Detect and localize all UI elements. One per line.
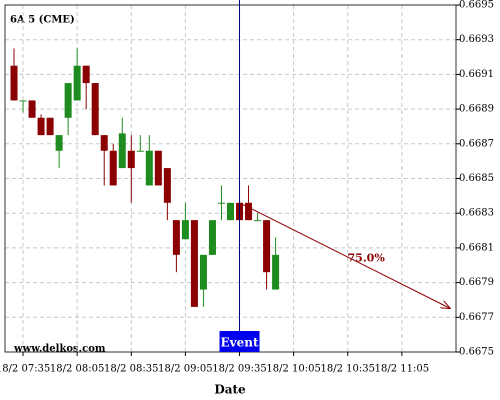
chart-title: 6A 5 (CME): [10, 15, 75, 26]
candle-body: [199, 254, 207, 290]
projection-label: 75.0%: [348, 251, 386, 264]
y-tick-label: 0.6685: [459, 173, 494, 184]
y-tick-label: 0.6681: [459, 242, 494, 253]
x-tick-label: 18/2 10:05: [266, 364, 320, 375]
candle-body: [154, 150, 162, 186]
x-tick-label: 18/2 08:05: [50, 364, 104, 375]
x-tick-label: 18/2 07:35: [0, 364, 50, 375]
candle-body: [254, 220, 262, 222]
projection-arrow: [239, 202, 451, 309]
candle-body: [55, 135, 63, 151]
candle-body: [227, 202, 234, 221]
y-tick-label: 0.6691: [459, 69, 494, 80]
candle-body: [163, 168, 171, 203]
candle-body: [100, 135, 108, 151]
x-tick-label: 18/2 09:35: [212, 364, 266, 375]
x-tick-label: 18/2 11:05: [375, 364, 429, 375]
candle-body: [136, 150, 144, 152]
candle-body: [10, 65, 18, 101]
candle-body: [172, 220, 180, 255]
candle-body: [82, 65, 90, 84]
y-tick-label: 0.6687: [459, 138, 494, 149]
event-label: Event: [221, 336, 259, 350]
candle-body: [127, 150, 135, 169]
x-tick-label: 18/2 09:05: [158, 364, 212, 375]
y-tick-label: 0.6683: [459, 208, 494, 219]
candle-body: [208, 220, 216, 255]
candle-body: [37, 117, 45, 136]
candle-body: [263, 220, 271, 273]
candle-body: [19, 100, 27, 102]
candle-body: [145, 150, 153, 186]
event-box: [219, 331, 260, 352]
candle-body: [28, 100, 36, 118]
y-tick-label: 0.6675: [459, 347, 494, 358]
x-tick-label: 18/2 10:35: [321, 364, 375, 375]
candle-body: [109, 150, 117, 186]
candle-body: [272, 254, 280, 290]
candle-body: [245, 202, 253, 221]
y-tick-label: 0.6693: [459, 34, 494, 45]
y-tick-label: 0.6695: [459, 0, 494, 11]
y-tick-label: 0.6677: [459, 312, 494, 323]
x-tick-label: 18/2 08:35: [104, 364, 158, 375]
candle-body: [46, 117, 54, 136]
x-axis-label: Date: [214, 383, 246, 397]
candle-body: [190, 220, 198, 307]
watermark: www.delkos.com: [13, 344, 106, 355]
y-tick-label: 0.6689: [459, 104, 494, 115]
candle-body: [181, 220, 189, 240]
candle-body: [118, 133, 126, 169]
candle-body: [91, 83, 99, 136]
candle-body: [64, 83, 72, 118]
y-tick-label: 0.6679: [459, 277, 494, 288]
candle-body: [73, 65, 81, 101]
candle-body: [217, 202, 225, 204]
